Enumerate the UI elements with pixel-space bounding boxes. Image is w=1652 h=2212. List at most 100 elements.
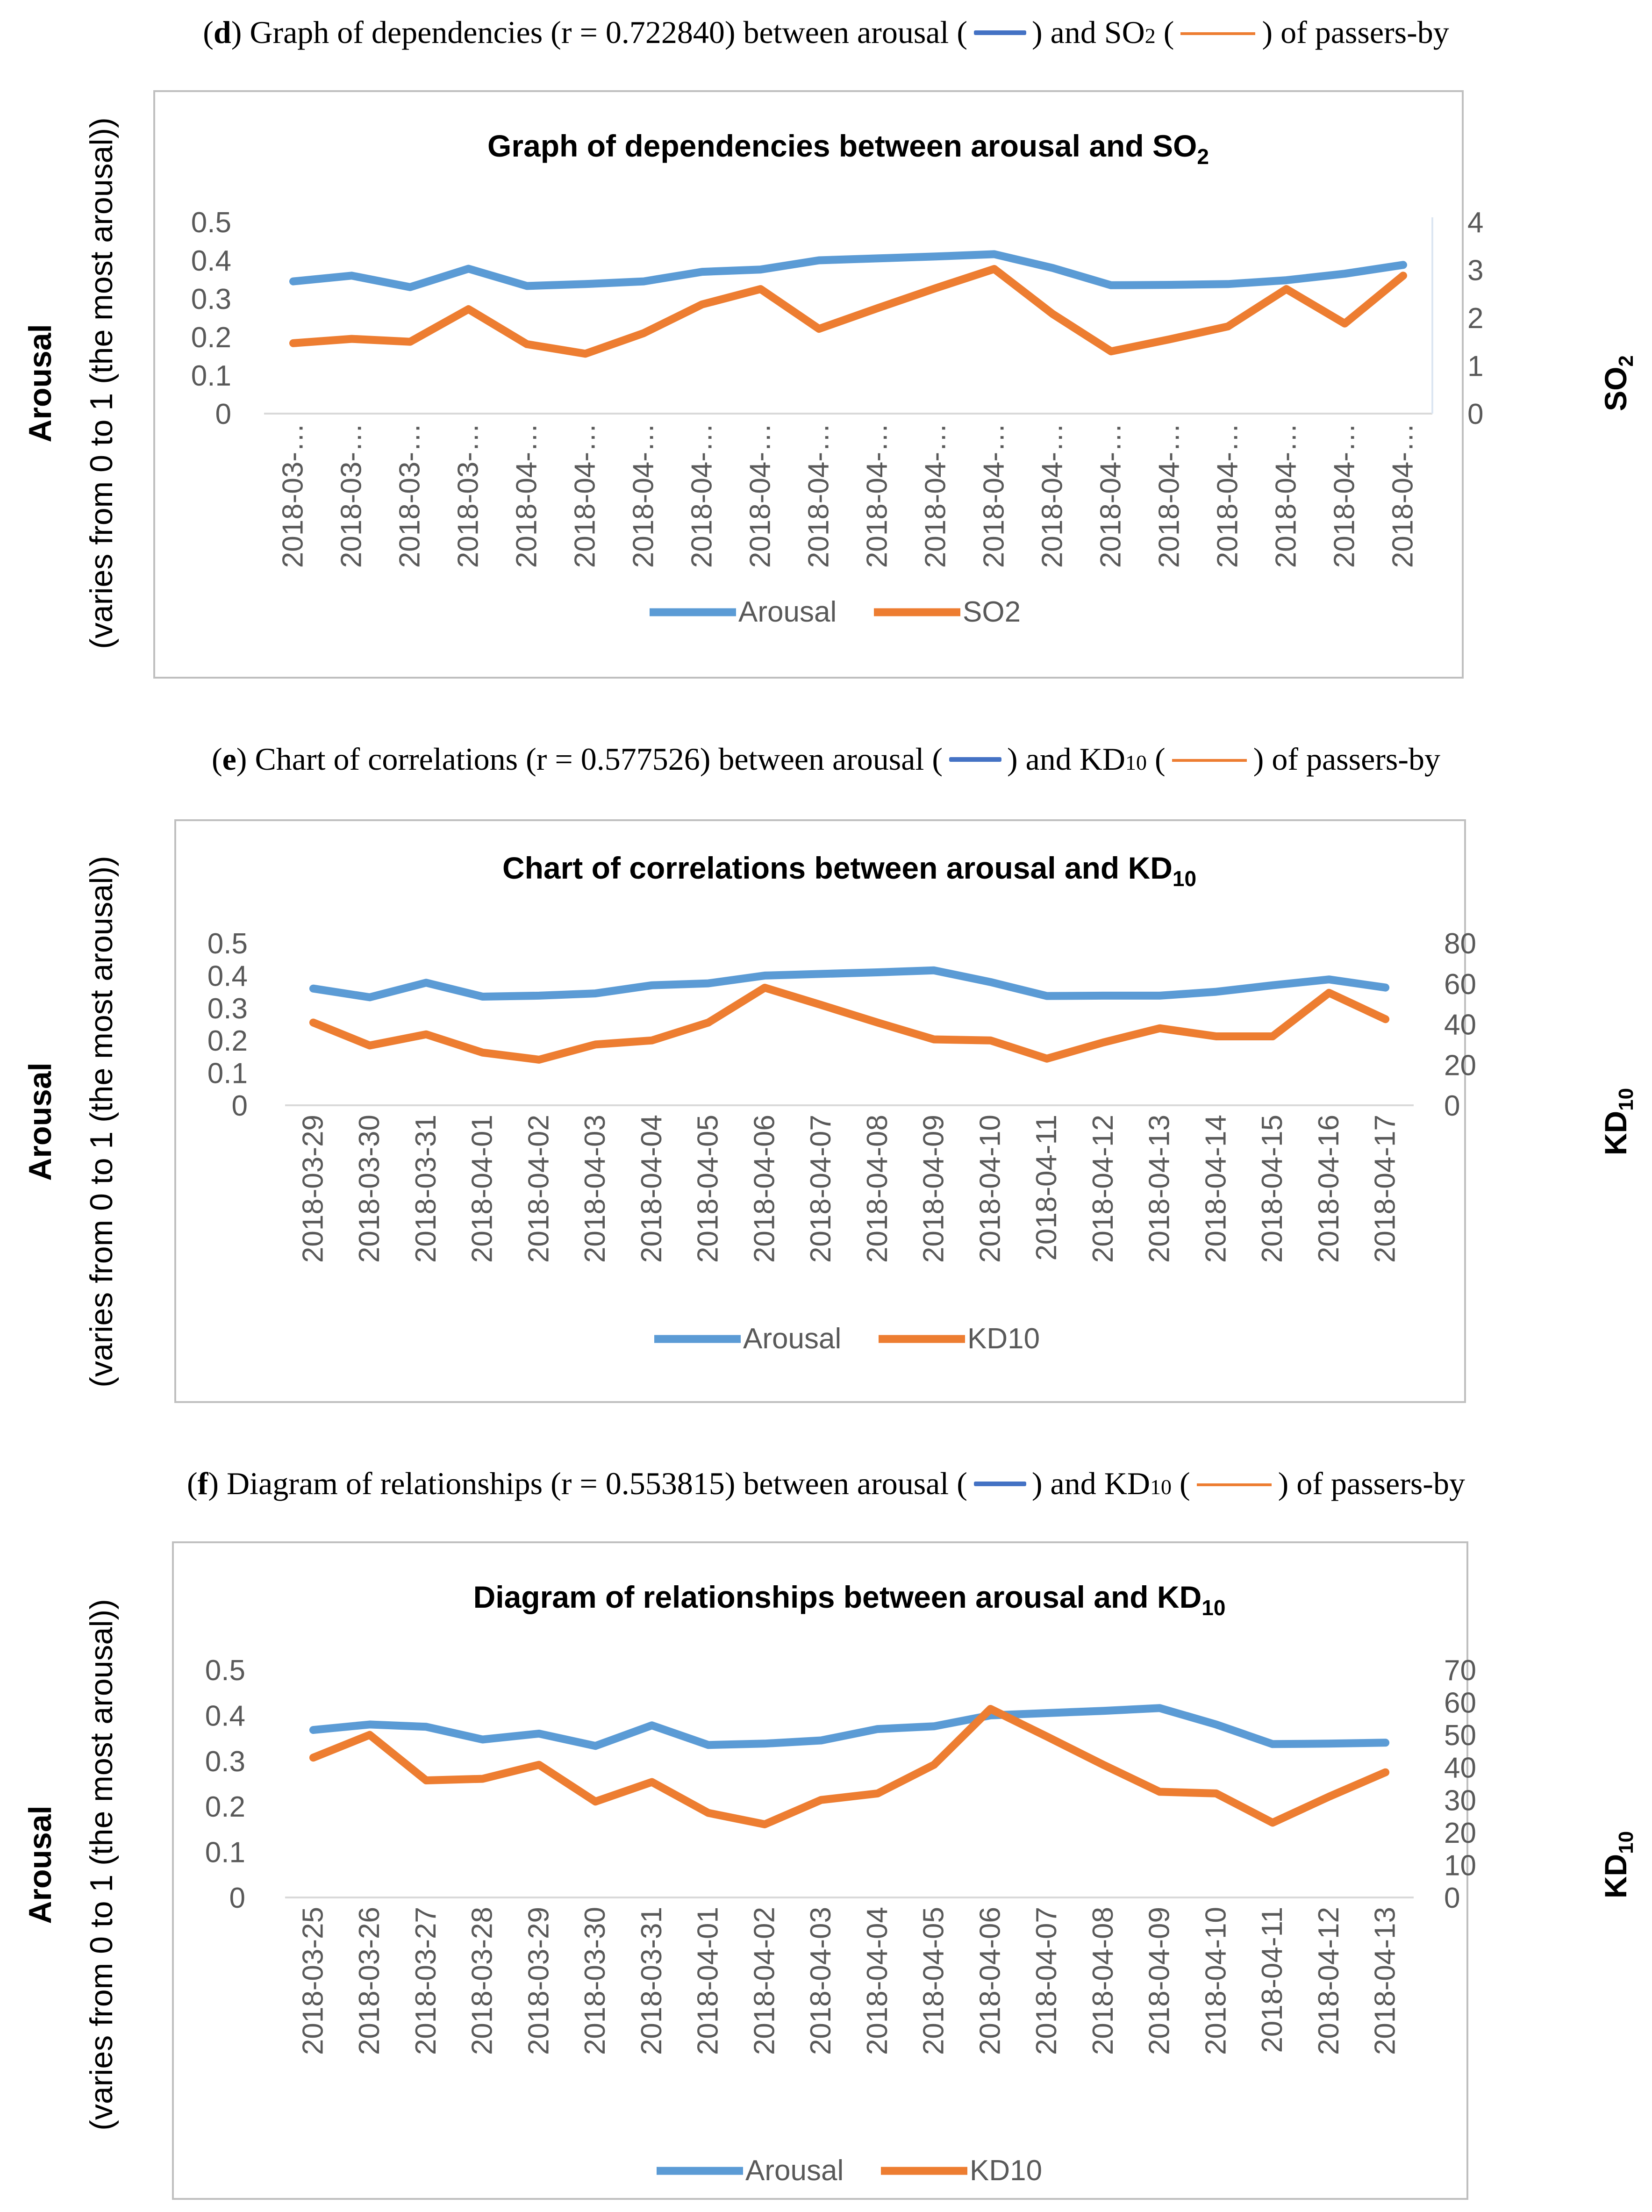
x-tick-label: 2018-04-… [978, 423, 1010, 568]
y2-tick-label: 0 [1444, 1882, 1460, 1914]
x-tick-label: 2018-04-03 [805, 1907, 837, 2055]
x-tick-label: 2018-04-12 [1313, 1907, 1345, 2055]
caption-letter: e [222, 741, 236, 777]
y-axis-title: Arousal [22, 1805, 58, 1924]
caption-text: Diagram of relationships (r = 0.553815) … [219, 1466, 967, 1501]
y2-tick-label: 1 [1467, 351, 1483, 383]
x-tick-label: 2018-04-… [1387, 423, 1419, 568]
legend-label: Arousal [743, 1323, 841, 1355]
x-tick-label: 2018-04-01 [466, 1115, 499, 1263]
x-tick-label: 2018-03-29 [522, 1907, 555, 2055]
y-tick-label: 0.1 [207, 1058, 248, 1090]
secondary-swatch [1196, 1483, 1272, 1487]
x-tick-label: 2018-04-… [1212, 423, 1244, 568]
caption-letter: f [197, 1466, 208, 1501]
series-line-kd10 [309, 983, 1390, 1064]
series-line-arousal [309, 966, 1390, 1002]
series-line-kd10 [309, 1705, 1390, 1828]
y-tick-label: 0 [215, 398, 231, 430]
chart-title: Diagram of relationships between arousal… [473, 1580, 1226, 1620]
y-tick-label: 0.2 [207, 1025, 248, 1057]
x-tick-label: 2018-04-13 [1144, 1115, 1176, 1263]
caption-text-after: ( [1155, 14, 1174, 50]
x-tick-label: 2018-04-14 [1200, 1115, 1232, 1263]
caption-text: Chart of correlations (r = 0.577526) bet… [247, 741, 943, 777]
x-tick-label: 2018-03-31 [636, 1907, 668, 2055]
y-tick-label: 0.3 [205, 1746, 245, 1778]
chart-frame [153, 90, 1464, 679]
x-tick-label: 2018-04-… [1095, 423, 1127, 568]
y-tick-label: 0 [232, 1090, 248, 1122]
chart-1: Graph of dependencies between arousal an… [22, 90, 1638, 679]
arousal-swatch [974, 30, 1027, 36]
y2-tick-label: 60 [1444, 968, 1476, 1001]
x-tick-label: 2018-04-05 [692, 1115, 724, 1263]
y2-tick-label: 0 [1444, 1090, 1460, 1122]
x-tick-label: 2018-03-31 [410, 1115, 442, 1263]
x-tick-label: 2018-04-04 [861, 1907, 894, 2055]
y-tick-label: 0.2 [191, 322, 231, 354]
x-tick-label: 2018-04-… [628, 423, 660, 568]
x-tick-label: 2018-03-… [394, 423, 426, 568]
x-tick-label: 2018-04-16 [1313, 1115, 1345, 1263]
x-tick-label: 2018-04-… [1037, 423, 1069, 568]
legend-label: Arousal [745, 2155, 844, 2187]
y-tick-label: 0.2 [205, 1791, 245, 1823]
y2-axis-title: SO2 [1598, 355, 1638, 411]
x-tick-label: 2018-04-09 [1144, 1907, 1176, 2055]
chart-2: Chart of correlations between arousal an… [22, 819, 1638, 1403]
x-tick-label: 2018-03-28 [466, 1907, 499, 2055]
y2-axis-title: KD10 [1598, 1088, 1638, 1155]
caption-text-mid: ) and KD [1031, 1466, 1150, 1501]
legend-label: KD10 [970, 2155, 1042, 2187]
y2-tick-label: 2 [1467, 302, 1483, 335]
x-tick-label: 2018-03-27 [410, 1907, 442, 2055]
x-tick-label: 2018-03-30 [579, 1907, 611, 2055]
x-tick-label: 2018-03-… [336, 423, 368, 568]
caption-text-after: ( [1171, 1466, 1190, 1501]
y-tick-label: 0 [229, 1882, 245, 1914]
secondary-swatch [1180, 32, 1256, 36]
chart-3: Diagram of relationships between arousal… [22, 1541, 1638, 2200]
x-tick-label: 2018-04-06 [974, 1907, 1006, 2055]
chart-title: Graph of dependencies between arousal an… [487, 129, 1209, 169]
x-tick-label: 2018-04-09 [918, 1115, 950, 1263]
arousal-swatch [949, 757, 1001, 762]
caption-text-mid: ) and KD [1007, 741, 1126, 777]
y-axis-title: Arousal [22, 1062, 58, 1181]
y-tick-label: 0.3 [207, 993, 248, 1025]
y-axis-title: Arousal [22, 324, 58, 442]
caption-f: (f) Diagram of relationships (r = 0.5538… [187, 1466, 1465, 1501]
caption-subscript: 10 [1150, 1475, 1172, 1499]
y2-tick-label: 40 [1444, 1009, 1476, 1041]
x-tick-label: 2018-04-05 [918, 1907, 950, 2055]
x-tick-label: 2018-03-26 [353, 1907, 386, 2055]
x-tick-label: 2018-04-13 [1369, 1907, 1402, 2055]
y-axis-subtitle: (varies from 0 to 1 (the most arousal)) [84, 1599, 119, 2130]
x-tick-label: 2018-04-17 [1369, 1115, 1402, 1263]
x-tick-label: 2018-04-… [1270, 423, 1302, 568]
caption-text: Graph of dependencies (r = 0.722840) bet… [242, 14, 968, 50]
y2-tick-label: 10 [1444, 1849, 1476, 1882]
y2-tick-label: 40 [1444, 1752, 1476, 1784]
x-tick-label: 2018-04-08 [1087, 1907, 1119, 2055]
y-tick-label: 0.3 [191, 283, 231, 315]
legend-label: Arousal [738, 596, 837, 628]
y2-tick-label: 20 [1444, 1049, 1476, 1081]
caption-subscript: 10 [1125, 751, 1147, 774]
caption-text-end: ) of passers-by [1262, 14, 1449, 50]
x-tick-label: 2018-04-… [1329, 423, 1361, 568]
y2-tick-label: 3 [1467, 255, 1483, 287]
x-tick-label: 2018-03-30 [353, 1115, 386, 1263]
legend-label: KD10 [967, 1323, 1040, 1355]
y-tick-label: 0.4 [205, 1700, 245, 1732]
y-tick-label: 0.1 [205, 1837, 245, 1869]
caption-subscript: 2 [1144, 24, 1156, 48]
x-tick-label: 2018-04-12 [1087, 1115, 1119, 1263]
x-tick-label: 2018-04-11 [1030, 1115, 1063, 1261]
caption-text-end: ) of passers-by [1253, 741, 1441, 777]
x-tick-label: 2018-04-03 [579, 1115, 611, 1263]
y-axis-subtitle: (varies from 0 to 1 (the most arousal)) [84, 856, 119, 1387]
y-axis-subtitle: (varies from 0 to 1 (the most arousal)) [84, 117, 119, 649]
x-tick-label: 2018-04-… [920, 423, 952, 568]
